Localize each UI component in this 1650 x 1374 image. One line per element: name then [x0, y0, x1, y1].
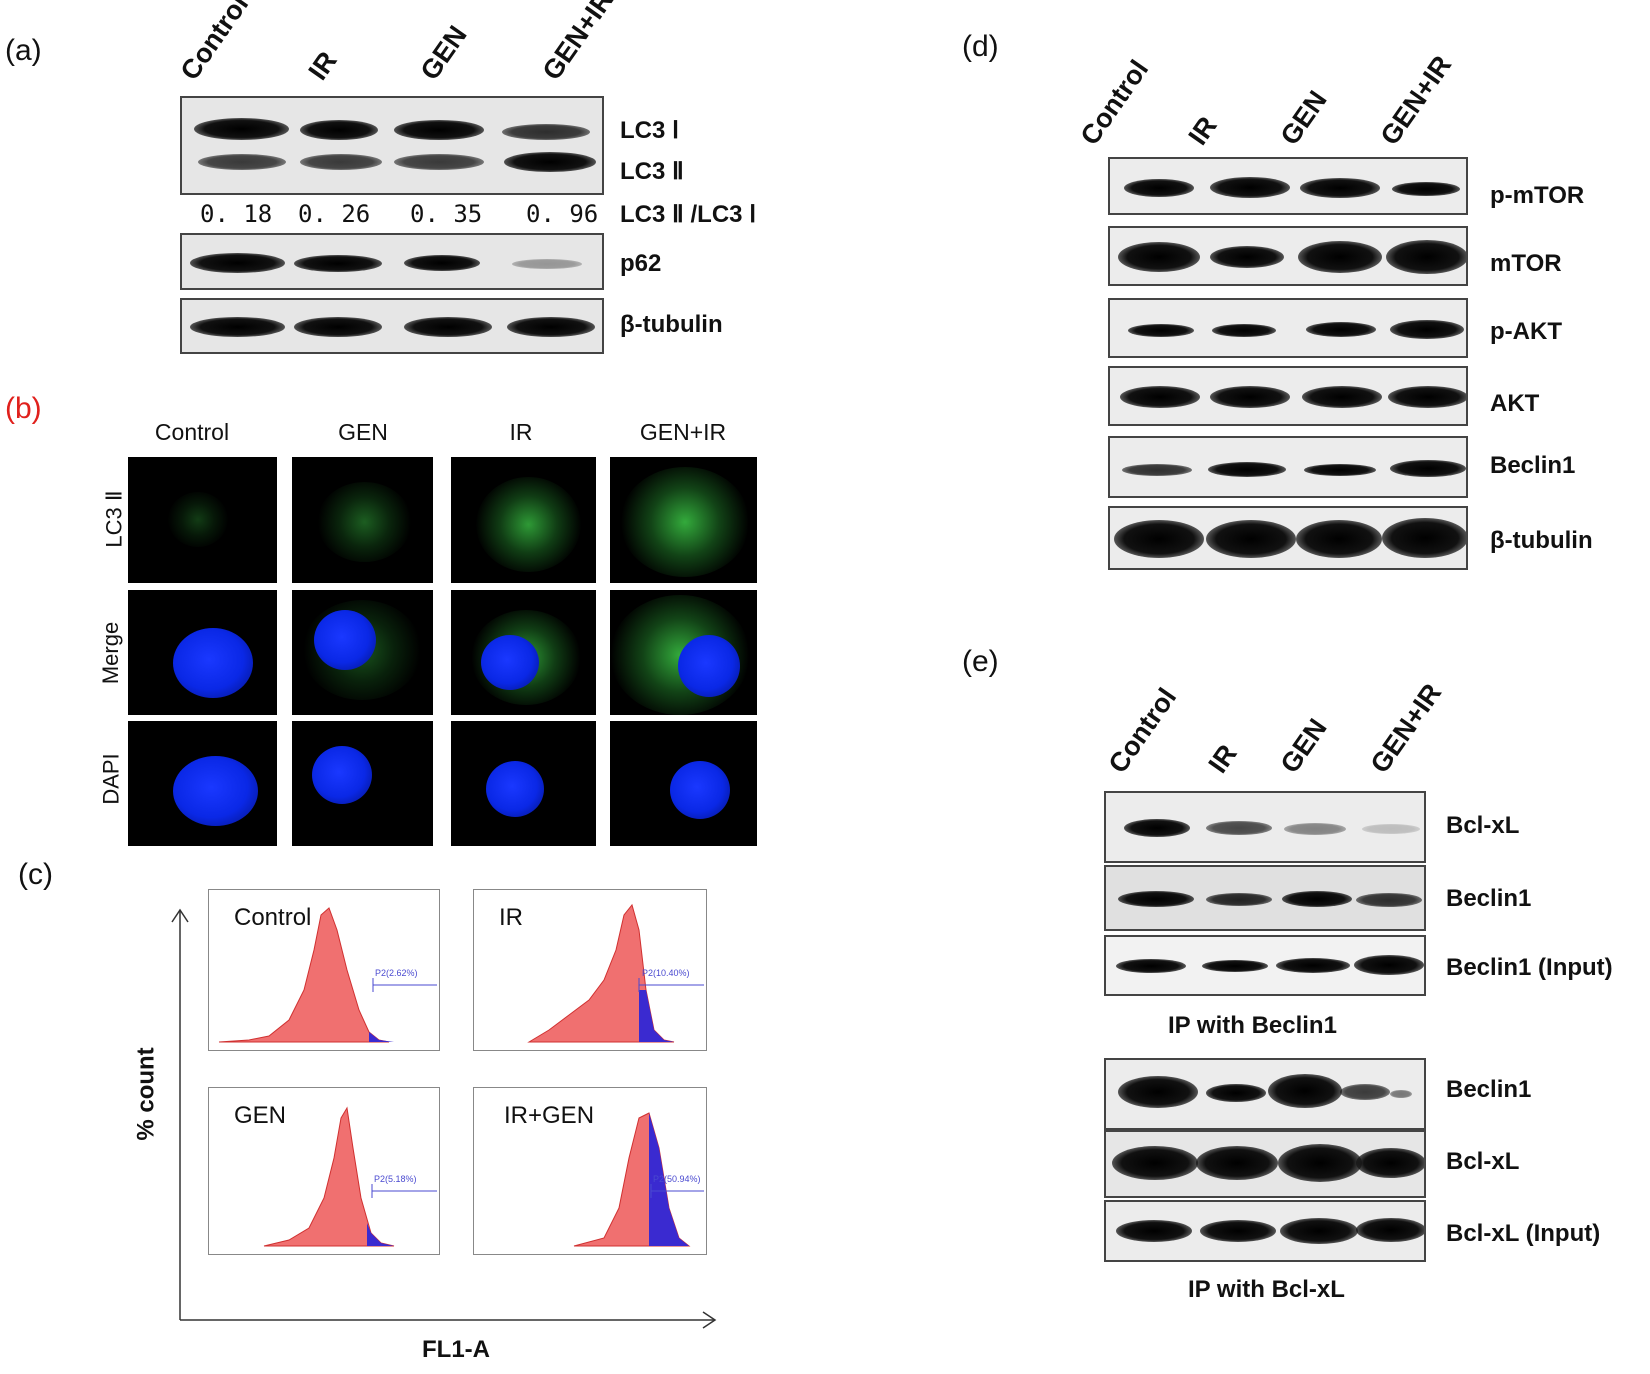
ratio-value: 0. 26: [298, 200, 371, 228]
lane-label: IR: [1202, 739, 1243, 779]
histogram-title: IR: [499, 904, 523, 931]
p-mtor-blot: [1108, 157, 1468, 215]
flow-histogram: Control P2(2.62%): [208, 889, 440, 1051]
blot-row-label: Bcl-xL (Input): [1446, 1220, 1601, 1247]
panel-d-label: (d): [962, 30, 999, 63]
blot-row-label: β-tubulin: [1490, 527, 1593, 554]
flow-x-label: FL1-A: [422, 1336, 490, 1363]
if-image: [292, 721, 433, 846]
if-image: [451, 457, 596, 583]
lc3-ii-label: LC3 Ⅱ: [620, 158, 684, 185]
gate-label: P2(50.94%): [653, 1174, 701, 1184]
flow-histogram: IR+GEN P2(50.94%): [473, 1087, 707, 1255]
tubulin-label-a: β-tubulin: [620, 311, 723, 338]
panel-c-label: (c): [18, 858, 53, 891]
flow-axes: [171, 908, 717, 1329]
blot-row-label: Beclin1: [1446, 1076, 1532, 1103]
panel-e-label: (e): [962, 645, 999, 678]
blot-row-label: Bcl-xL: [1446, 1148, 1520, 1175]
tubulin-blot-d: [1108, 506, 1468, 570]
histogram-title: GEN: [234, 1102, 287, 1129]
if-row-label: Merge: [98, 621, 124, 685]
flow-y-label: % count: [132, 1047, 160, 1141]
ip-blot: [1104, 865, 1426, 931]
gate-label: P2(5.18%): [374, 1174, 417, 1184]
ratio-value: 0. 96: [526, 200, 599, 228]
ip-blot: [1104, 1200, 1426, 1262]
ratio-value: 0. 18: [200, 200, 273, 228]
lc3-i-label: LC3 Ⅰ: [620, 117, 680, 144]
lane-label: GEN+IR: [1364, 678, 1448, 779]
if-image: [292, 457, 433, 583]
lane-label: Control: [174, 0, 255, 86]
ip-blot: [1104, 935, 1426, 996]
lane-label: GEN: [1274, 85, 1333, 151]
if-image: [610, 590, 757, 715]
if-row-label: LC3 Ⅱ: [101, 490, 127, 548]
lane-label: IR: [1182, 111, 1223, 151]
p62-blot: [180, 233, 604, 290]
blot-row-label: p-mTOR: [1490, 182, 1585, 209]
if-image: [451, 721, 596, 846]
flow-histogram: GEN P2(5.18%): [208, 1087, 440, 1255]
if-row-label: DAPI: [98, 753, 124, 805]
blot-row-label: mTOR: [1490, 250, 1562, 277]
p62-label: p62: [620, 250, 662, 277]
if-image: [610, 721, 757, 846]
if-column-label: GEN+IR: [639, 419, 727, 445]
lc3-ratio-label: LC3 Ⅱ /LC3 Ⅰ: [620, 201, 757, 228]
lane-label: GEN: [414, 20, 473, 86]
ratio-value: 0. 35: [410, 200, 483, 228]
if-image: [128, 457, 277, 583]
tubulin-blot-a: [180, 298, 604, 354]
panel-b-label: (b): [5, 392, 42, 425]
if-image: [451, 590, 596, 715]
ip-caption: IP with Bcl-xL: [1188, 1276, 1345, 1303]
if-column-label: Control: [154, 419, 230, 445]
ip-blot: [1104, 1058, 1426, 1130]
if-column-label: IR: [509, 419, 533, 445]
if-image: [128, 721, 277, 846]
blot-row-label: Bcl-xL: [1446, 812, 1520, 839]
lane-label: Control: [1102, 682, 1183, 779]
akt-blot: [1108, 366, 1468, 426]
blot-row-label: p-AKT: [1490, 318, 1562, 345]
histogram-title: IR+GEN: [504, 1102, 595, 1129]
ip-blot: [1104, 1130, 1426, 1198]
if-image: [610, 457, 757, 583]
gate-label: P2(2.62%): [375, 968, 418, 978]
ip-blot: [1104, 791, 1426, 863]
histogram-title: Control: [234, 904, 312, 931]
if-image: [128, 590, 277, 715]
lane-label: GEN: [1274, 713, 1333, 779]
panel-a-label: (a): [5, 34, 42, 67]
mtor-blot: [1108, 226, 1468, 286]
blot-row-label: Beclin1 (Input): [1446, 954, 1613, 981]
beclin1-blot-d: [1108, 436, 1468, 498]
ip-caption: IP with Beclin1: [1168, 1012, 1337, 1039]
lane-label: GEN+IR: [1374, 50, 1458, 151]
blot-row-label: Beclin1: [1446, 885, 1532, 912]
blot-row-label: Beclin1: [1490, 452, 1576, 479]
lane-label: IR: [302, 46, 343, 86]
if-image: [292, 590, 433, 715]
lc3-blot: [180, 96, 604, 195]
if-column-label: GEN: [338, 419, 388, 445]
lane-label: Control: [1074, 54, 1155, 151]
p-akt-blot: [1108, 298, 1468, 358]
blot-row-label: AKT: [1490, 390, 1540, 417]
flow-histogram: IR P2(10.40%): [473, 889, 707, 1051]
lane-label: GEN+IR: [536, 0, 620, 86]
gate-label: P2(10.40%): [642, 968, 690, 978]
